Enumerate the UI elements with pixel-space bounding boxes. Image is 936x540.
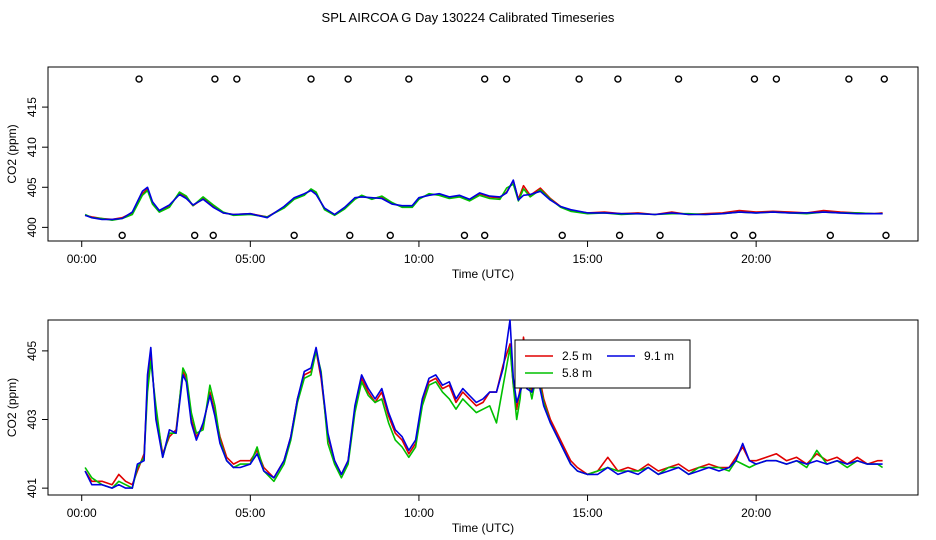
top-upper-marker-circle xyxy=(344,75,352,83)
top-upper-marker-circle xyxy=(575,75,583,83)
bottom-y-tick-label: 405 xyxy=(25,341,39,361)
top-y-tick-label: 405 xyxy=(25,177,39,197)
bottom-x-tick-label: 15:00 xyxy=(573,506,603,520)
legend-box xyxy=(514,339,691,389)
top-lower-marker-circle xyxy=(460,231,469,240)
bottom-legend: 2.5 m 5.8 m 9.1 m xyxy=(514,339,691,389)
top-lower-marker-circle xyxy=(749,231,757,240)
top-series-line-5-8-m xyxy=(84,183,883,221)
top-x-tick-label: 00:00 xyxy=(67,252,97,266)
top-lower-marker-circle xyxy=(480,231,489,240)
figure-title: SPL AIRCOA G Day 130224 Calibrated Times… xyxy=(322,10,615,25)
top-x-axis-label: Time (UTC) xyxy=(452,267,514,281)
top-plot-frame xyxy=(47,66,919,242)
top-upper-marker-circle xyxy=(772,75,781,83)
legend-label-5-8-m: 5.8 m xyxy=(562,366,592,380)
bottom-series-line-5-8-m xyxy=(84,346,884,489)
bottom-y-axis-label: CO2 (ppm) xyxy=(5,378,19,437)
top-x-tick-label: 20:00 xyxy=(741,252,771,266)
top-upper-marker-circle xyxy=(307,75,315,83)
top-lower-marker-circle xyxy=(826,231,835,240)
top-y-tick-label: 410 xyxy=(25,137,39,157)
bottom-y-tick-label: 403 xyxy=(25,409,39,429)
top-lower-marker-circle xyxy=(615,231,624,240)
top-x-tick-label: 05:00 xyxy=(235,252,265,266)
bottom-x-tick-label: 00:00 xyxy=(67,506,97,520)
bottom-x-tick-label: 20:00 xyxy=(741,506,771,520)
legend-label-2-5-m: 2.5 m xyxy=(562,349,592,363)
bottom-y-tick-label: 401 xyxy=(25,478,39,498)
top-lower-marker-circle xyxy=(730,231,738,240)
top-y-axis-label: CO2 (ppm) xyxy=(5,124,19,183)
top-lower-marker-circle xyxy=(190,231,199,240)
bottom-x-tick-label: 10:00 xyxy=(404,506,434,520)
top-x-tick-label: 10:00 xyxy=(404,252,434,266)
top-y-tick-label: 400 xyxy=(25,217,39,237)
top-upper-marker-circle xyxy=(674,75,683,83)
top-upper-marker-circle xyxy=(480,75,489,83)
top-upper-marker-circle xyxy=(233,75,241,83)
top-panel: 00:00 05:00 10:00 15:00 20:00 Time (UTC) 400 40… xyxy=(5,66,919,281)
top-y-tick-label: 415 xyxy=(25,97,39,117)
bottom-x-axis-label: Time (UTC) xyxy=(452,521,514,535)
top-upper-marker-circle xyxy=(135,75,143,83)
top-upper-marker-circle xyxy=(845,75,853,83)
top-series-line-9-1-m xyxy=(84,179,883,221)
top-upper-marker-circle xyxy=(405,75,413,83)
top-upper-marker-circle xyxy=(502,75,511,83)
top-upper-marker-circle xyxy=(750,75,759,83)
bottom-x-tick-label: 05:00 xyxy=(235,506,265,520)
top-lower-marker-circle xyxy=(558,231,566,240)
top-lower-marker-circle xyxy=(386,231,394,240)
top-upper-marker-circle xyxy=(614,75,622,83)
top-lower-marker-circle xyxy=(882,231,890,240)
top-lower-marker-circle xyxy=(209,231,217,240)
legend-label-9-1-m: 9.1 m xyxy=(644,349,674,363)
top-lower-marker-circle xyxy=(346,231,354,240)
top-upper-marker-circle xyxy=(880,75,888,83)
top-lower-marker-circle xyxy=(656,231,664,240)
top-x-tick-label: 15:00 xyxy=(573,252,603,266)
top-lower-marker-circle xyxy=(118,231,126,240)
bottom-panel: 00:00 05:00 10:00 15:00 20:00 Time (UTC) 401 40… xyxy=(5,319,919,535)
top-lower-marker-circle xyxy=(290,231,298,240)
top-upper-marker-circle xyxy=(211,75,219,83)
bottom-series-line-9-1-m xyxy=(84,319,883,489)
